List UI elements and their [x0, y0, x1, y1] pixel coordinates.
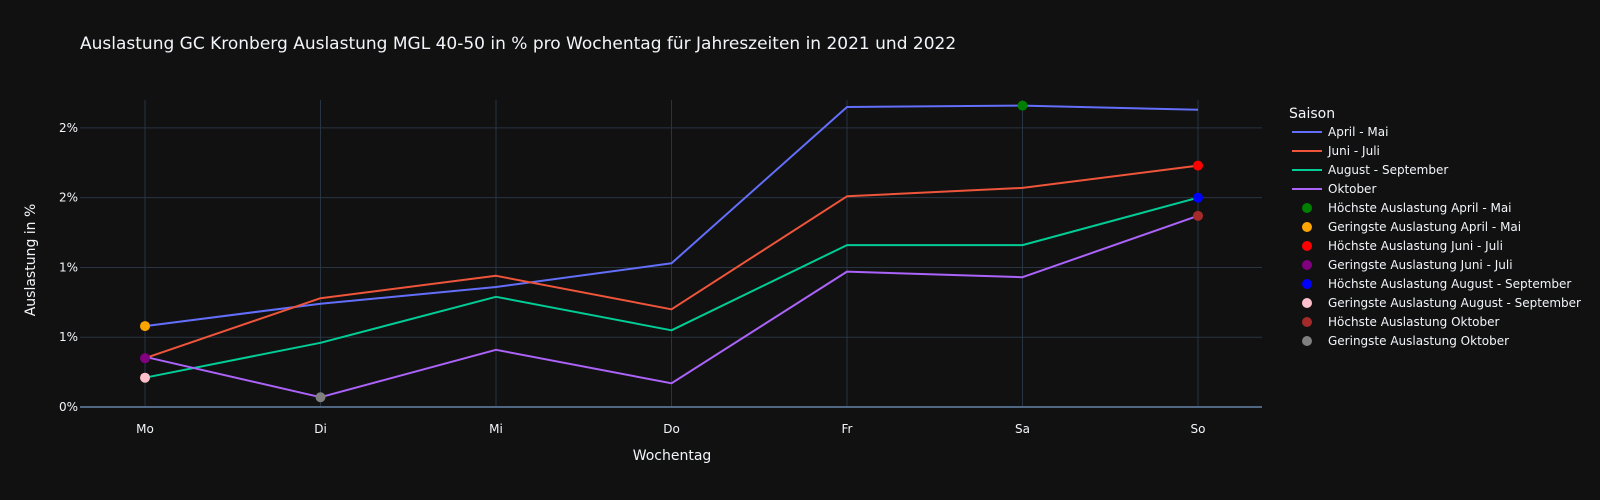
- legend-label: Höchste Auslastung Juni - Juli: [1328, 239, 1503, 253]
- legend: Saison April - Mai Juni - Juli August - Se…: [1289, 106, 1581, 348]
- y-axis-title: Auslastung in %: [23, 204, 39, 317]
- x-tick-label: Do: [663, 422, 680, 436]
- legend-label: Geringste Auslastung August - September: [1328, 296, 1581, 310]
- marker-point: [1017, 100, 1028, 111]
- legend-marker-swatch: [1302, 336, 1312, 346]
- y-tick-label: 2%: [59, 191, 78, 205]
- marker-point: [1193, 210, 1203, 221]
- markers: [140, 100, 1203, 403]
- legend-label: Geringste Auslastung Juni - Juli: [1328, 258, 1513, 272]
- legend-marker-swatch: [1302, 241, 1312, 251]
- legend-label: Oktober: [1328, 182, 1376, 196]
- legend-label: Juni - Juli: [1327, 144, 1380, 158]
- legend-marker-swatch: [1302, 317, 1312, 327]
- series-line: [144, 164, 1199, 360]
- x-tick-label: Sa: [1015, 422, 1030, 436]
- y-tick-label: 2%: [59, 121, 78, 135]
- marker-point: [140, 353, 150, 364]
- marker-point: [315, 392, 326, 403]
- legend-label: Höchste Auslastung April - Mai: [1328, 201, 1512, 215]
- legend-label: April - Mai: [1328, 125, 1388, 139]
- legend-marker-swatch: [1302, 298, 1312, 308]
- marker-point: [1193, 192, 1203, 203]
- legend-marker-swatch: [1302, 279, 1312, 289]
- legend-label: Geringste Auslastung Oktober: [1328, 334, 1509, 348]
- x-tick-label: Mo: [136, 422, 154, 436]
- x-tick-label: Mi: [489, 422, 503, 436]
- marker-point: [140, 321, 150, 332]
- y-tick-label: 0%: [59, 400, 78, 414]
- legend-label: Höchste Auslastung August - September: [1328, 277, 1571, 291]
- x-tick-label: Fr: [842, 422, 853, 436]
- legend-label: Geringste Auslastung April - Mai: [1328, 220, 1521, 234]
- legend-marker-swatch: [1302, 222, 1312, 232]
- chart-title: Auslastung GC Kronberg Auslastung MGL 40…: [80, 34, 956, 54]
- legend-label: Höchste Auslastung Oktober: [1328, 315, 1500, 329]
- x-axis-title: Wochentag: [633, 448, 712, 464]
- y-tick-label: 1%: [59, 330, 78, 344]
- series-line: [144, 196, 1199, 379]
- legend-title: Saison: [1289, 106, 1335, 122]
- legend-label: August - September: [1328, 163, 1448, 177]
- y-tick-label: 1%: [59, 260, 78, 274]
- x-tick-label: So: [1191, 422, 1206, 436]
- legend-marker-swatch: [1302, 260, 1312, 270]
- legend-marker-swatch: [1302, 203, 1312, 213]
- grid: [80, 100, 1262, 408]
- marker-point: [140, 372, 150, 383]
- marker-point: [1193, 160, 1203, 171]
- axes: Mo Di Mi Do Fr Sa So 0% 1% 1% 2% 2%: [59, 121, 1206, 436]
- x-tick-label: Di: [314, 422, 327, 436]
